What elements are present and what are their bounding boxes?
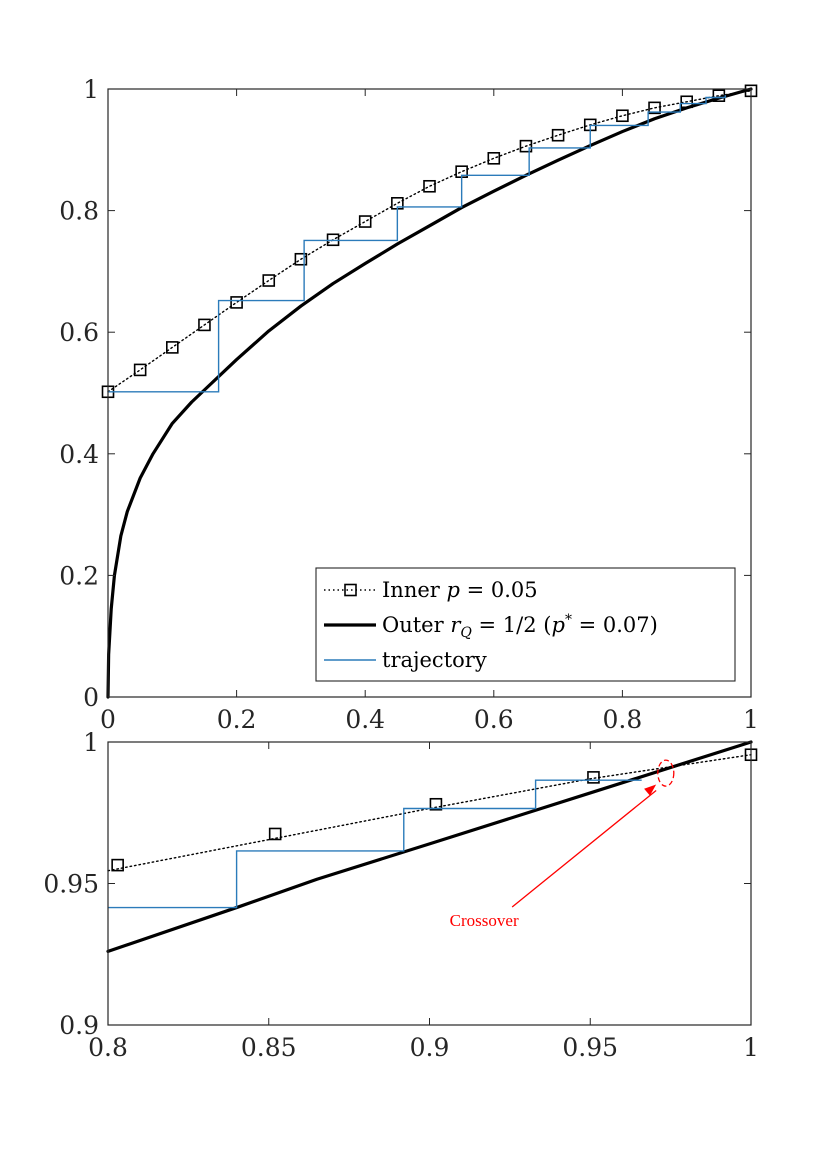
top-y-tick-label: 0.2	[59, 561, 99, 590]
bottom-y-tick-label: 0.95	[43, 870, 99, 899]
bottom-series-outer-line	[106, 740, 753, 954]
legend-label-inner: Inner p = 0.05	[382, 578, 538, 602]
top-x-tick-label: 0.8	[603, 705, 643, 734]
bottom-plot-series	[106, 740, 758, 954]
bottom-inner-marker	[429, 797, 443, 811]
top-series-outer-line	[106, 87, 753, 699]
legend-box	[315, 567, 736, 682]
top-inner-marker	[487, 152, 501, 165]
bottom-x-tick-label: 0.8	[88, 1033, 128, 1062]
crossover-circle	[657, 759, 675, 787]
bottom-plot: 0.8 0.85 0.9 0.95 1 0.9 0.95 1 Crossover	[43, 728, 759, 1062]
top-plot-frame	[107, 88, 752, 698]
bottom-series-trajectory-line	[108, 779, 642, 909]
bottom-x-tick-label: 0.95	[562, 1033, 618, 1062]
top-plot-series	[101, 84, 758, 699]
legend-label-outer: Outer rQ = 1/2 (p* = 0.07)	[382, 612, 658, 641]
bottom-inner-marker	[587, 771, 600, 784]
bottom-inner-marker	[268, 827, 282, 841]
bottom-series-inner-line	[107, 754, 752, 872]
legend-entry-inner: Inner p = 0.05	[324, 578, 538, 602]
top-plot: 0 0.2 0.4 0.6 0.8 1 0 0.2 0.4 0.6 0.8 1 Inner p = 0…	[59, 75, 759, 734]
top-y-tick-label: 1	[83, 75, 99, 104]
top-inner-marker	[423, 179, 436, 193]
legend-marker-inner	[344, 583, 357, 597]
top-y-tick-label: 0.6	[59, 318, 99, 347]
crossover-arrowhead	[644, 784, 657, 796]
top-x-tick-label: 0.6	[474, 705, 514, 734]
bottom-plot-area	[108, 742, 751, 1025]
top-inner-marker	[230, 296, 243, 309]
top-x-tick-label: 0.4	[345, 705, 385, 734]
top-inner-marker	[551, 128, 565, 142]
top-inner-marker	[294, 252, 308, 266]
top-inner-marker	[198, 318, 211, 332]
legend: Inner p = 0.05 Outer rQ = 1/2 (p* = 0.07…	[315, 567, 736, 682]
legend-entry-outer: Outer rQ = 1/2 (p* = 0.07)	[324, 612, 658, 641]
legend-entry-trajectory: trajectory	[324, 648, 487, 672]
top-plot-ticks: 0 0.2 0.4 0.6 0.8 1 0 0.2 0.4 0.6 0.8 1	[59, 75, 759, 734]
top-y-tick-label: 0.4	[59, 440, 99, 469]
top-x-tick-label: 1	[743, 705, 759, 734]
crossover-arrow	[511, 789, 657, 908]
top-inner-marker	[262, 274, 276, 287]
top-x-tick-label: 0.2	[217, 705, 257, 734]
top-y-tick-label: 0	[83, 683, 99, 712]
top-series-trajectory-line	[108, 95, 726, 393]
bottom-x-tick-label: 0.85	[241, 1033, 297, 1062]
bottom-y-tick-label: 0.9	[59, 1011, 99, 1040]
top-inner-marker	[166, 341, 179, 354]
top-inner-marker	[133, 363, 147, 377]
legend-label-trajectory: trajectory	[382, 648, 487, 672]
bottom-inner-marker	[111, 858, 124, 872]
bottom-x-tick-label: 1	[743, 1033, 759, 1062]
top-series-inner-line	[107, 90, 752, 393]
top-inner-marker	[648, 101, 661, 115]
crossover-label: Crossover	[450, 911, 519, 930]
top-inner-marker	[616, 109, 629, 123]
bottom-y-tick-label: 1	[83, 728, 99, 757]
top-y-tick-label: 0.8	[59, 197, 99, 226]
crossover-annotation: Crossover	[450, 759, 675, 930]
top-inner-marker	[519, 139, 533, 153]
top-x-tick-label: 0	[100, 705, 116, 734]
bottom-plot-ticks: 0.8 0.85 0.9 0.95 1 0.9 0.95 1	[43, 728, 759, 1062]
top-inner-marker	[358, 215, 372, 228]
bottom-x-tick-label: 0.9	[410, 1033, 450, 1062]
